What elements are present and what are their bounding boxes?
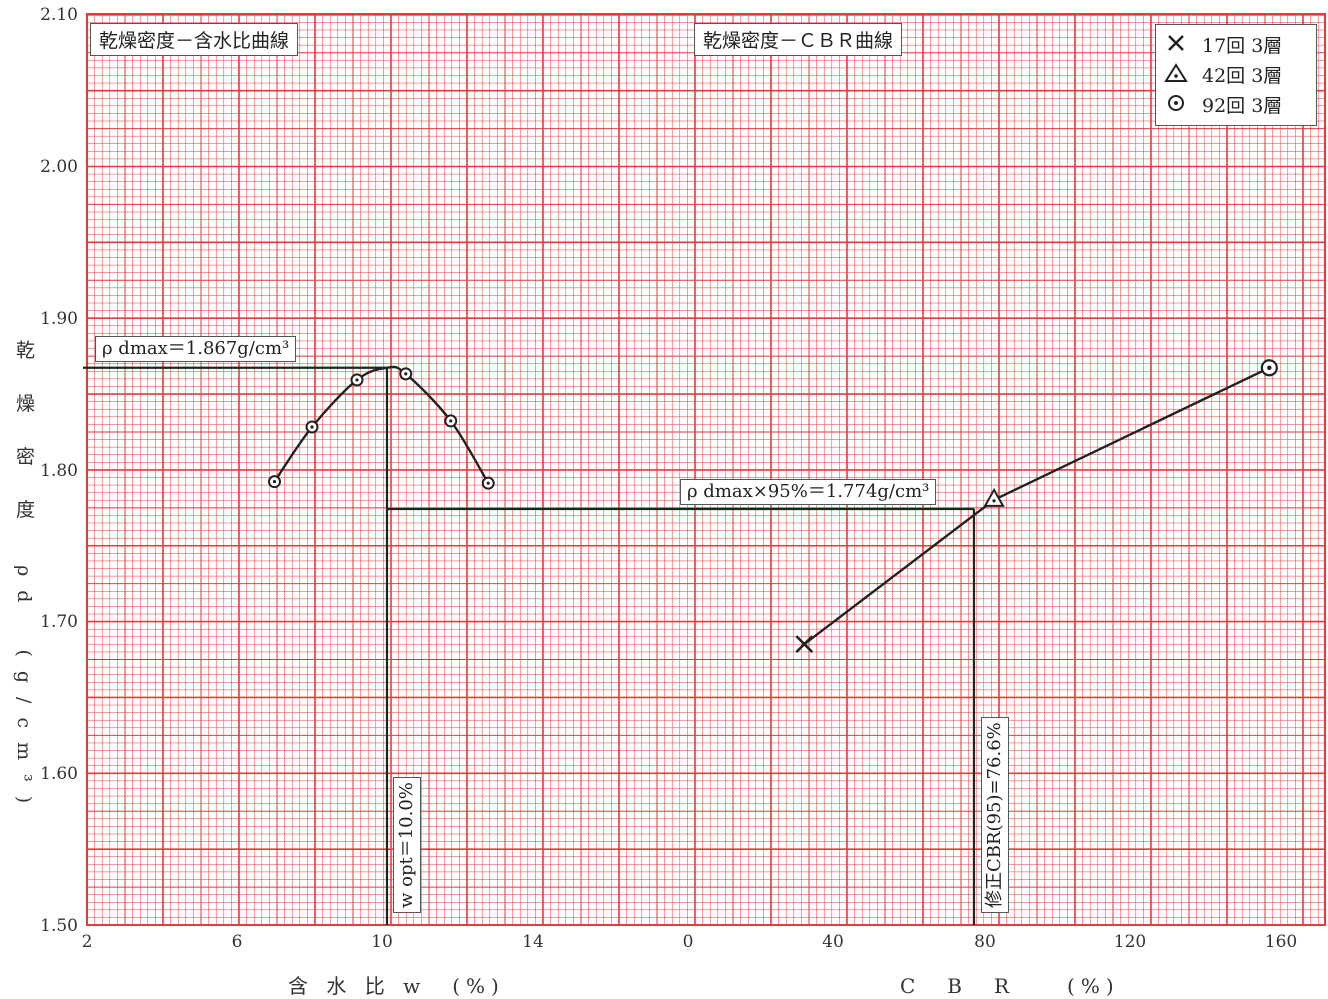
data-point-dot (449, 419, 453, 423)
data-point-dot (355, 378, 359, 382)
x-axis-label-left: 含 水 比 w (%) (288, 974, 505, 998)
y-tick-label: 2.10 (40, 5, 78, 25)
cbr-point-circle-dot (1267, 365, 1272, 370)
y-tick-label: 1.70 (40, 612, 78, 632)
y-axis-label: 乾 燥 密 度 ρd (g/cm³) (13, 340, 35, 818)
data-point-dot (486, 481, 490, 485)
y-tick-label: 1.60 (40, 764, 78, 784)
cbr95-label: 修正CBR(95)=76.6% (981, 717, 1009, 913)
y-tick-label: 1.90 (40, 309, 78, 329)
grid (86, 13, 1326, 926)
data-point-dot (272, 480, 277, 484)
cbr-point-triangle (983, 487, 1005, 507)
x-axis-label-right: C B R (%) (900, 974, 1120, 998)
legend-item: 17回 3層 (1156, 30, 1316, 57)
y-tick-label: 1.80 (40, 461, 78, 481)
legend-item: 92回 3層 (1156, 90, 1316, 117)
title-right-chart: 乾燥密度－ＣＢＲ曲線 (694, 23, 903, 56)
data-point-dot (310, 425, 314, 429)
title-left-chart: 乾燥密度－含水比曲線 (90, 23, 299, 56)
legend: 17回 3層 42回 3層 92回 3層 (1155, 24, 1317, 126)
curves (273, 365, 1270, 646)
circle-dot-marker-icon (1168, 95, 1184, 111)
legend-label: 92回 3層 (1202, 95, 1283, 117)
plot-border (86, 13, 1326, 926)
x-tick-label: 10 (371, 932, 393, 952)
y-tick-label: 1.50 (40, 916, 78, 936)
cbr-point-x (795, 635, 814, 654)
guide-lines (83, 366, 976, 925)
x-tick-label: 160 (1264, 932, 1298, 952)
x-tick-label: 2 (81, 932, 93, 952)
x-tick-label: 6 (231, 932, 243, 952)
w-opt-label: w opt＝10.0% (393, 777, 421, 913)
rho-dmax-label: ρ dmax＝1.867g/cm³ (95, 336, 297, 362)
rho-95-label: ρ dmax×95%＝1.774g/cm³ (680, 479, 937, 505)
x-tick-label: 0 (682, 932, 694, 952)
x-tick-label: 14 (522, 932, 544, 952)
triangle-marker-icon (1164, 63, 1188, 82)
x-tick-label: 40 (822, 932, 844, 952)
x-tick-label: 120 (1113, 932, 1147, 952)
legend-label: 42回 3層 (1202, 65, 1283, 87)
x-tick-label: 80 (974, 932, 996, 952)
data-point-dot (404, 372, 408, 376)
x-marker-icon (1168, 35, 1184, 51)
cbr-point-triangle-dot (992, 499, 996, 503)
y-tick-label: 2.00 (40, 157, 78, 177)
markers (268, 359, 1278, 654)
legend-label: 17回 3層 (1202, 35, 1283, 57)
legend-item: 42回 3層 (1156, 60, 1316, 87)
